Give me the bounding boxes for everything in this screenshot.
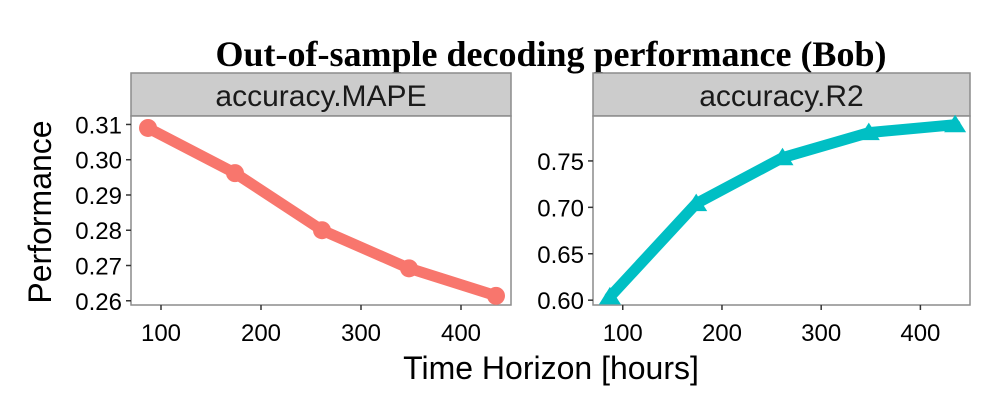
y-tick-label: 0.31 bbox=[75, 112, 122, 139]
y-axis-title: Performance bbox=[22, 120, 58, 303]
x-tick-label: 300 bbox=[341, 320, 381, 347]
data-point bbox=[598, 286, 621, 305]
x-axis-title: Time Horizon [hours] bbox=[403, 350, 699, 386]
y-tick-label: 0.75 bbox=[537, 149, 584, 176]
data-point bbox=[226, 164, 244, 183]
panel-strip-label: accuracy.MAPE bbox=[215, 80, 426, 113]
data-point bbox=[857, 122, 880, 141]
x-tick-label: 100 bbox=[141, 320, 181, 347]
data-point bbox=[487, 286, 505, 305]
y-tick-label: 0.29 bbox=[75, 183, 122, 210]
panel-strip-label: accuracy.R2 bbox=[699, 80, 864, 113]
data-point bbox=[400, 259, 418, 278]
y-tick-label: 0.27 bbox=[75, 254, 122, 281]
x-tick-label: 300 bbox=[801, 320, 841, 347]
data-point bbox=[944, 114, 967, 133]
plot-frame bbox=[592, 115, 971, 306]
y-tick-label: 0.30 bbox=[75, 148, 122, 175]
y-tick-label: 0.70 bbox=[537, 195, 584, 222]
data-point bbox=[139, 118, 157, 137]
y-tick-label: 0.60 bbox=[537, 288, 584, 315]
panel-strip bbox=[592, 72, 971, 117]
panel-strip bbox=[130, 72, 512, 117]
y-tick-label: 0.28 bbox=[75, 218, 122, 245]
data-point bbox=[685, 193, 708, 212]
data-point bbox=[313, 221, 331, 240]
figure-title: Out-of-sample decoding performance (Bob) bbox=[216, 34, 887, 74]
y-tick-label: 0.65 bbox=[537, 242, 584, 269]
chart-panels: accuracy.MAPE 0.26 0.27 0.28 0.29 0.30 0.31 100… bbox=[75, 72, 971, 347]
panel-1: accuracy.MAPE 0.26 0.27 0.28 0.29 0.30 0.31 100… bbox=[75, 72, 512, 347]
x-tick-label: 200 bbox=[241, 320, 281, 347]
x-tick-label: 400 bbox=[900, 320, 940, 347]
panel-2: accuracy.R2 0.60 0.65 0.70 0.75 100 200 300 400 bbox=[537, 72, 971, 347]
x-tick-label: 200 bbox=[702, 320, 742, 347]
x-tick-label: 400 bbox=[441, 320, 481, 347]
x-tick-label: 100 bbox=[603, 320, 643, 347]
data-point bbox=[771, 147, 794, 166]
y-tick-label: 0.26 bbox=[75, 289, 122, 316]
